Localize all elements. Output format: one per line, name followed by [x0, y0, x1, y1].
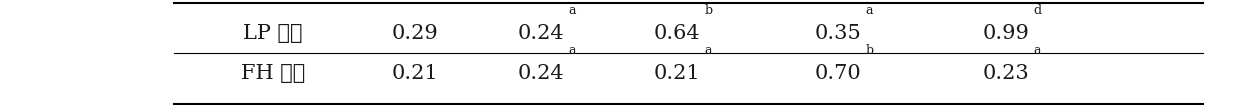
Text: 0.24: 0.24: [517, 24, 564, 43]
Text: 0.21: 0.21: [392, 64, 439, 83]
Text: 0.99: 0.99: [982, 24, 1029, 43]
Text: a: a: [568, 4, 575, 17]
Text: 0.64: 0.64: [653, 24, 701, 43]
Text: 0.23: 0.23: [982, 64, 1029, 83]
Text: 0.21: 0.21: [653, 64, 701, 83]
Text: a: a: [866, 4, 873, 17]
Text: a: a: [704, 44, 712, 57]
Text: FH 菌剂: FH 菌剂: [241, 64, 305, 83]
Text: d: d: [1033, 4, 1042, 17]
Text: 0.70: 0.70: [815, 64, 862, 83]
Text: b: b: [866, 44, 874, 57]
Text: a: a: [1033, 44, 1040, 57]
Text: 0.29: 0.29: [392, 24, 439, 43]
Text: 0.35: 0.35: [815, 24, 862, 43]
Text: b: b: [704, 4, 713, 17]
Text: LP 菌剂: LP 菌剂: [243, 24, 303, 43]
Text: a: a: [568, 44, 575, 57]
Text: 0.24: 0.24: [517, 64, 564, 83]
